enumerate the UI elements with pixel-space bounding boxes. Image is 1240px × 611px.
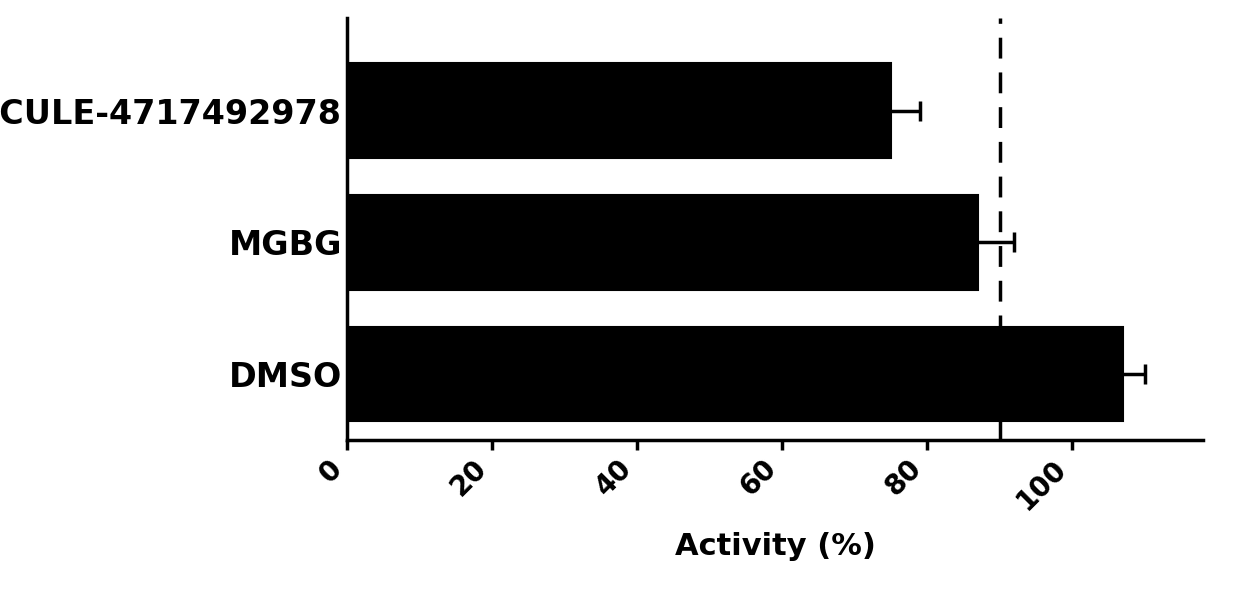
Bar — [347, 327, 1123, 422]
Bar — [347, 195, 978, 290]
Bar — [347, 63, 892, 158]
X-axis label: Activity (%): Activity (%) — [675, 532, 875, 561]
